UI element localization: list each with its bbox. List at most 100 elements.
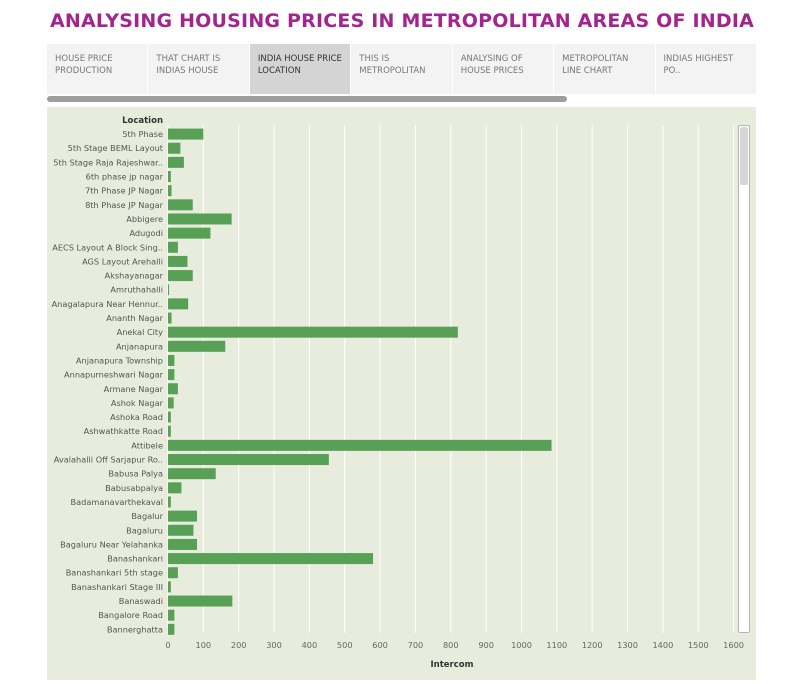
bar — [168, 326, 458, 338]
x-tick-label: 100 — [196, 640, 212, 650]
category-label: Babusa Palya — [108, 469, 163, 479]
x-tick-label: 900 — [478, 640, 494, 650]
tab-label: ANALYSING OF HOUSE PRICES — [460, 54, 524, 76]
tabs-horizontal-scrollbar[interactable] — [47, 96, 567, 102]
tab-indias-house-price-chart[interactable]: THAT CHART IS INDIAS HOUSE PORICE PICE C… — [148, 44, 250, 94]
bar — [168, 538, 197, 550]
category-label: Anjanapura — [116, 341, 163, 351]
category-label: Badamanavarthekaval — [71, 497, 163, 507]
tab-label: THAT CHART IS INDIAS HOUSE PORICE PICE C… — [156, 54, 221, 76]
chart-panel — [47, 107, 756, 680]
category-label: Banashankari Stage III — [71, 582, 163, 592]
x-tick-label: 600 — [372, 640, 388, 650]
bar — [168, 524, 194, 536]
bar — [168, 595, 233, 607]
category-label: Bagaluru — [126, 525, 163, 535]
bar — [168, 128, 204, 140]
bar — [168, 369, 175, 381]
bar — [168, 581, 171, 593]
category-label: 6th phase jp nagar — [86, 172, 164, 182]
tab-house-price-production[interactable]: HOUSE PRICE PRODUCTION — [47, 44, 149, 94]
bar — [168, 199, 193, 211]
tab-label: THIS IS METROPOLITAN ARE.. — [359, 54, 426, 76]
category-label: Bangalore Road — [98, 610, 163, 620]
bar — [168, 567, 178, 579]
category-label: Bannerghatta — [107, 624, 163, 634]
category-label: Banashankari — [107, 554, 163, 564]
category-label: 5th Stage Raja Rajeshwar.. — [53, 157, 163, 167]
tab-indias-highest[interactable]: INDIAS HIGHEST PO.. — [655, 44, 757, 94]
category-label: Ashok Nagar — [111, 398, 164, 408]
category-label: Ashoka Road — [110, 412, 163, 422]
x-tick-label: 1600 — [723, 640, 744, 650]
bar — [168, 185, 172, 197]
bar — [168, 284, 170, 296]
bar — [168, 255, 188, 267]
row-header: Location — [122, 116, 163, 126]
bar — [168, 241, 178, 253]
bar — [168, 397, 174, 409]
category-label: Anekal City — [117, 327, 164, 337]
scrollbar-thumb[interactable] — [740, 127, 748, 185]
x-tick-label: 1400 — [652, 640, 673, 650]
bar — [168, 340, 226, 352]
x-tick-label: 800 — [443, 640, 459, 650]
category-label: Avalahalli Off Sarjapur Ro.. — [54, 455, 163, 465]
category-label: Babusabpalya — [105, 483, 163, 493]
category-label: Ashwathkatte Road — [84, 426, 163, 436]
bar — [168, 298, 189, 310]
tab-label: METROPOLITAN LINE CHART — [562, 54, 629, 76]
bar — [168, 623, 175, 635]
x-tick-label: 1300 — [617, 640, 638, 650]
dashboard-tab-bar: HOUSE PRICE PRODUCTION THAT CHART IS IND… — [47, 44, 757, 94]
bar — [168, 482, 182, 494]
category-label: Attibele — [131, 440, 163, 450]
category-label: 5th Phase — [122, 129, 163, 139]
tab-label: HOUSE PRICE PRODUCTION — [55, 54, 113, 76]
x-tick-label: 1100 — [546, 640, 567, 650]
x-tick-label: 200 — [231, 640, 247, 650]
category-label: Banaswadi — [119, 596, 163, 606]
x-axis-title: Intercom — [431, 660, 474, 670]
tab-label: INDIA HOUSE PRICE LOCATION — [257, 54, 342, 76]
bar — [168, 468, 216, 480]
bar — [168, 383, 178, 395]
bar — [168, 553, 374, 565]
chart-vertical-scrollbar[interactable] — [738, 125, 750, 633]
tab-metropolitan-line-chart[interactable]: METROPOLITAN LINE CHART — [554, 44, 656, 94]
bar — [168, 142, 181, 154]
bar — [168, 425, 171, 437]
x-tick-label: 1200 — [582, 640, 603, 650]
bar — [168, 354, 175, 366]
bar — [168, 213, 232, 225]
bar — [168, 411, 171, 423]
category-label: Bagalur — [131, 511, 163, 521]
category-label: Armane Nagar — [104, 384, 164, 394]
tab-analysing-house-prices[interactable]: ANALYSING OF HOUSE PRICES — [452, 44, 555, 94]
tab-label: INDIAS HIGHEST PO.. — [663, 54, 734, 76]
bar — [168, 270, 193, 282]
category-label: Adugodi — [129, 228, 163, 238]
category-label: 7th Phase JP Nagar — [85, 186, 164, 196]
page-title: ANALYSING HOUSING PRICES IN METROPOLITAN… — [50, 10, 755, 32]
bar — [168, 496, 171, 508]
bar — [168, 510, 197, 522]
bar — [168, 171, 171, 183]
bar — [168, 454, 329, 466]
x-tick-label: 1500 — [688, 640, 709, 650]
bar — [168, 156, 184, 168]
tab-metropolitan-area[interactable]: THIS IS METROPOLITAN ARE.. — [351, 44, 453, 94]
tab-india-house-price-location[interactable]: INDIA HOUSE PRICE LOCATION — [249, 44, 352, 94]
bar — [168, 439, 552, 451]
x-tick-label: 500 — [337, 640, 353, 650]
category-label: Akshayanagar — [105, 271, 164, 281]
category-label: AECS Layout A Block Sing.. — [52, 242, 163, 252]
category-label: 5th Stage BEML Layout — [68, 143, 164, 153]
x-tick-label: 0 — [165, 640, 170, 650]
category-label: Annapurneshwari Nagar — [64, 370, 164, 380]
category-label: Amruthahalli — [110, 285, 163, 295]
x-tick-label: 300 — [266, 640, 282, 650]
category-label: Bagaluru Near Yelahanka — [60, 539, 163, 549]
bar — [168, 312, 172, 324]
